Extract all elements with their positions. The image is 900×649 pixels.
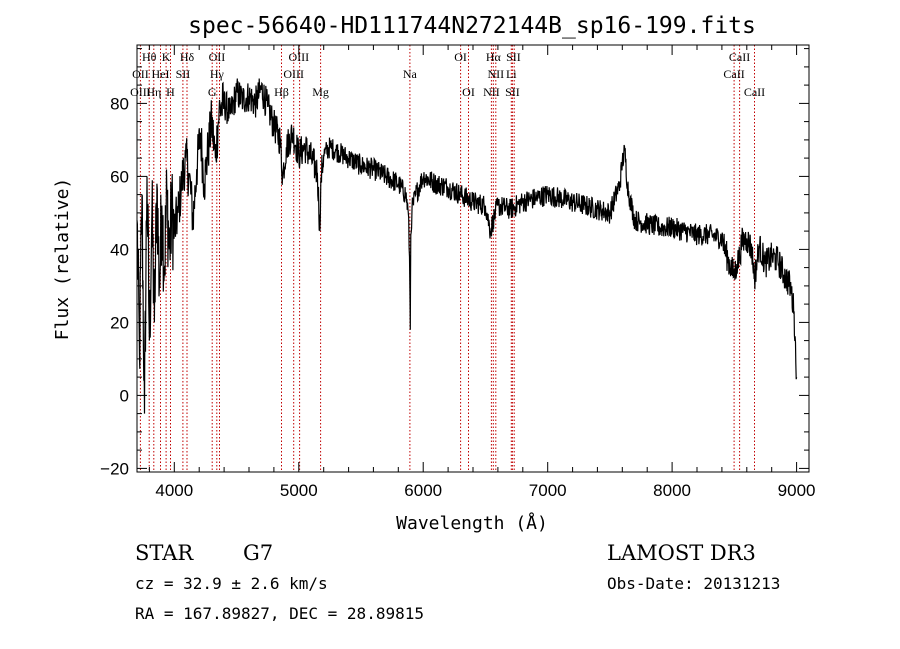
line-label-12: Hγ — [210, 67, 225, 81]
line-label-0: Hθ — [142, 50, 157, 64]
x-axis-label: Wavelength (Å) — [396, 512, 548, 534]
line-label-5: OI — [454, 50, 467, 64]
line-label-15: NII — [487, 67, 504, 81]
y-tick-label-1: 0 — [120, 386, 129, 405]
line-label-17: CaII — [723, 67, 744, 81]
line-label-26: SII — [505, 85, 520, 99]
x-tick-label-3: 7000 — [529, 481, 567, 500]
plot-frame — [136, 44, 810, 473]
line-label-19: Hη — [146, 85, 161, 99]
redshift-text: cz = 32.9 ± 2.6 km/s — [135, 574, 328, 593]
y-tick-label-5: 80 — [110, 94, 129, 113]
y-tick-label-0: −20 — [100, 459, 129, 478]
line-label-27: CaII — [744, 85, 765, 99]
line-label-7: SII — [506, 50, 521, 64]
x-axis-ticks: 4000 5000 6000 7000 8000 9000 — [148, 45, 816, 500]
y-axis-label: Flux (relative) — [52, 178, 73, 341]
line-label-21: G — [208, 85, 217, 99]
line-label-4: OIII — [288, 50, 309, 64]
line-label-18: OIII — [130, 85, 151, 99]
line-label-25: NII — [483, 85, 500, 99]
spectrum-series-line — [136, 78, 798, 414]
line-label-9: OII — [132, 67, 149, 81]
coordinates-text: RA = 167.89827, DEC = 28.89815 — [135, 604, 424, 623]
line-label-13: OIII — [283, 67, 304, 81]
x-tick-label-2: 6000 — [404, 481, 442, 500]
line-label-6: Hα — [486, 50, 502, 64]
line-label-11: SII — [176, 67, 191, 81]
line-label-2: Hδ — [180, 50, 195, 64]
y-tick-label-2: 20 — [110, 313, 129, 332]
y-tick-label-3: 40 — [110, 240, 129, 259]
survey-name: LAMOST DR3 — [607, 541, 756, 565]
x-tick-label-4: 8000 — [653, 481, 691, 500]
line-label-10: HeI — [152, 67, 170, 81]
x-tick-label-1: 5000 — [280, 481, 318, 500]
chart-title: spec-56640-HD111744N272144B_sp16-199.fit… — [188, 13, 756, 39]
obs-date: Obs-Date: 20131213 — [607, 574, 780, 593]
object-subclass: G7 — [243, 541, 273, 565]
line-label-1: K — [162, 50, 171, 64]
line-label-20: H — [166, 85, 175, 99]
line-label-16: Li — [506, 67, 517, 81]
line-label-22: Hβ — [274, 85, 289, 99]
y-axis-ticks: −20 0 20 40 60 80 — [100, 48, 809, 478]
line-label-3: OII — [209, 50, 226, 64]
object-class: STAR — [135, 541, 194, 565]
line-label-14: Na — [403, 67, 418, 81]
x-tick-label-0: 4000 — [155, 481, 193, 500]
line-label-24: OI — [462, 85, 475, 99]
line-label-8: CaII — [729, 50, 750, 64]
emission-line-markers — [139, 45, 755, 472]
x-tick-label-5: 9000 — [778, 481, 816, 500]
y-tick-label-4: 60 — [110, 167, 129, 186]
line-label-23: Mg — [312, 85, 329, 99]
